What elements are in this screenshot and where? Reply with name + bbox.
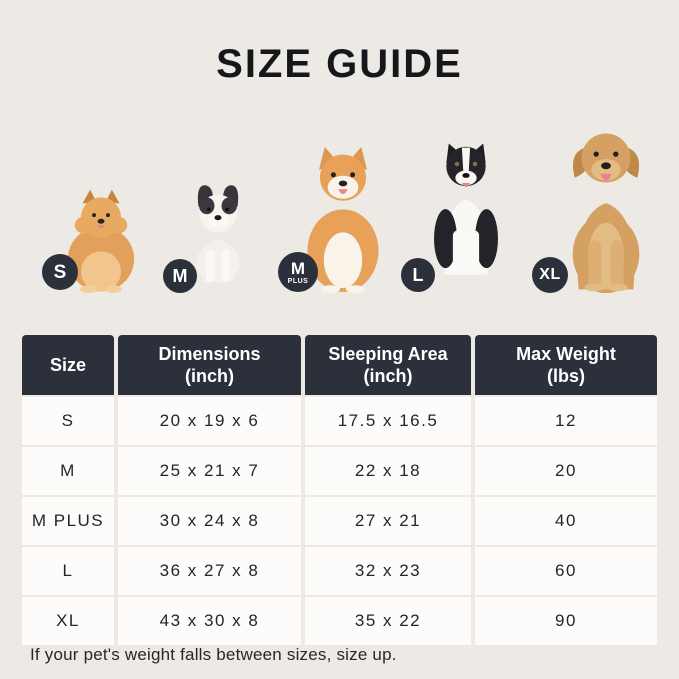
- cell-sleeping-area: 22 x 18: [305, 447, 471, 495]
- sizing-footnote: If your pet's weight falls between sizes…: [30, 645, 397, 664]
- size-badge-s-label: S: [53, 261, 67, 283]
- border-collie-dog-image: [425, 126, 507, 293]
- shiba-inu-dog-image: [295, 143, 391, 293]
- cell-max-weight: 90: [475, 597, 657, 645]
- pomeranian-icon: [67, 189, 135, 293]
- column-header-dimensions: Dimensions (inch): [118, 335, 301, 395]
- size-badge-xl-label: XL: [539, 266, 561, 283]
- size-badge-m-plus-sublabel: PLUS: [287, 277, 309, 285]
- cell-max-weight: 60: [475, 547, 657, 595]
- pomeranian-dog-image: [62, 185, 140, 293]
- cell-sleeping-area: 17.5 x 16.5: [305, 397, 471, 445]
- column-header-size: Size: [22, 335, 114, 395]
- cell-sleeping-area: 32 x 23: [305, 547, 471, 595]
- golden-retriever-icon: [572, 133, 640, 293]
- french-bulldog-icon: [196, 185, 240, 283]
- size-badge-l-label: L: [412, 265, 424, 285]
- cell-size: M PLUS: [22, 497, 114, 545]
- page-title: SIZE GUIDE: [216, 42, 463, 86]
- cell-sleeping-area: 35 x 22: [305, 597, 471, 645]
- cell-dimensions: 36 x 27 x 8: [118, 547, 301, 595]
- cell-max-weight: 40: [475, 497, 657, 545]
- border-collie-icon: [434, 143, 498, 275]
- size-table: Size Dimensions (inch) Sleeping Area (in…: [22, 335, 657, 645]
- size-badge-s: S: [42, 254, 78, 290]
- cell-max-weight: 20: [475, 447, 657, 495]
- column-header-sleeping-area: Sleeping Area (inch): [305, 335, 471, 395]
- size-badge-xl: XL: [532, 257, 568, 293]
- size-badge-m: M: [163, 259, 197, 293]
- cell-dimensions: 30 x 24 x 8: [118, 497, 301, 545]
- golden-retriever-dog-image: [557, 123, 655, 293]
- french-bulldog-dog-image: [183, 169, 253, 293]
- cell-dimensions: 43 x 30 x 8: [118, 597, 301, 645]
- size-badge-m-label: M: [172, 266, 188, 286]
- cell-sleeping-area: 27 x 21: [305, 497, 471, 545]
- size-badge-l: L: [401, 258, 435, 292]
- cell-size: XL: [22, 597, 114, 645]
- cell-dimensions: 20 x 19 x 6: [118, 397, 301, 445]
- cell-max-weight: 12: [475, 397, 657, 445]
- cell-size: M: [22, 447, 114, 495]
- shiba-inu-icon: [307, 146, 379, 293]
- size-badge-m-plus-label: M: [290, 258, 306, 278]
- dog-size-illustrations: S M M PLUS L XL: [0, 115, 679, 295]
- cell-size: S: [22, 397, 114, 445]
- cell-size: L: [22, 547, 114, 595]
- cell-dimensions: 25 x 21 x 7: [118, 447, 301, 495]
- size-badge-m-plus: M PLUS: [278, 252, 318, 292]
- column-header-max-weight: Max Weight (lbs): [475, 335, 657, 395]
